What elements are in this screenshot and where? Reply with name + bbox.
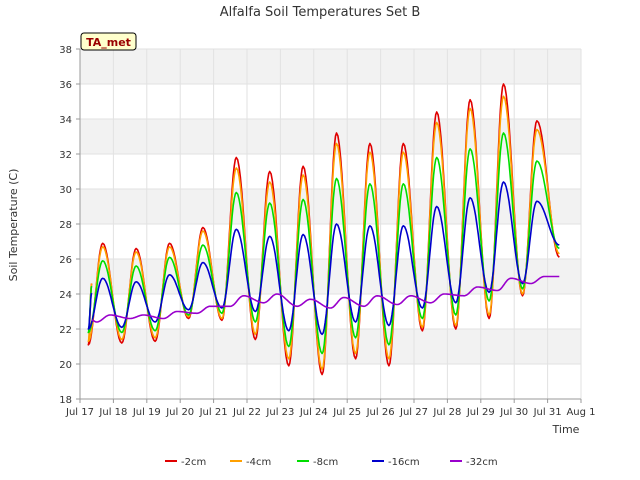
series-line-minus-8cm (87, 132, 560, 355)
x-tick-label: Jul 23 (265, 407, 294, 418)
y-tick-label: 20 (59, 360, 72, 371)
gridlines (79, 48, 582, 400)
station-badge: TA_met (80, 32, 137, 51)
legend-label: -2cm (181, 457, 206, 468)
y-tick-label: 34 (59, 115, 72, 126)
y-tick-label: 24 (59, 290, 72, 301)
x-tick-label: Jul 24 (299, 407, 328, 418)
x-tick-label: Jul 30 (499, 407, 528, 418)
x-tick-label: Aug 1 (566, 407, 595, 418)
y-tick-label: 32 (59, 150, 72, 161)
y-tick-label: 28 (59, 220, 72, 231)
series-line-minus-32cm (91, 275, 560, 323)
x-tick-label: Jul 25 (332, 407, 361, 418)
y-axis-label: Soil Temperature (C) (7, 169, 20, 282)
x-axis-label: Time (552, 423, 580, 436)
plot-band (80, 119, 581, 154)
series-line-minus-16cm (87, 181, 560, 336)
x-tick-label: Jul 26 (366, 407, 395, 418)
x-tick-label: Jul 21 (199, 407, 228, 418)
chart-title: Alfalfa Soil Temperatures Set B (220, 5, 421, 20)
x-tick-label: Jul 17 (65, 407, 94, 418)
x-axis-ticks: Jul 17 Jul 18 Jul 19 Jul 20 Jul 21 Jul 22 Jul … (65, 399, 596, 418)
legend-label: -16cm (388, 457, 420, 468)
y-tick-label: 38 (59, 45, 72, 56)
y-tick-label: 18 (59, 395, 72, 406)
x-tick-label: Jul 22 (232, 407, 261, 418)
plot-band (80, 49, 581, 84)
y-tick-label: 22 (59, 325, 72, 336)
legend: -2cm -4cm -8cm -16cm -32cm (165, 457, 498, 468)
x-tick-label: Jul 29 (466, 407, 495, 418)
x-tick-label: Jul 28 (432, 407, 461, 418)
station-badge-box (80, 32, 137, 51)
plot-band (80, 329, 581, 364)
x-tick-label: Jul 31 (533, 407, 562, 418)
x-tick-label: Jul 27 (399, 407, 428, 418)
y-tick-label: 36 (59, 80, 72, 91)
y-axis-ticks: 18 20 22 24 26 28 30 32 34 36 38 (59, 45, 80, 406)
x-tick-label: Jul 19 (132, 407, 161, 418)
legend-label: -32cm (466, 457, 498, 468)
y-tick-label: 30 (59, 185, 72, 196)
legend-label: -8cm (313, 457, 338, 468)
x-tick-label: Jul 20 (165, 407, 194, 418)
legend-label: -4cm (246, 457, 271, 468)
series-lines (87, 83, 560, 376)
y-tick-label: 26 (59, 255, 72, 266)
station-badge-label: TA_met (86, 36, 131, 49)
x-tick-label: Jul 18 (98, 407, 127, 418)
